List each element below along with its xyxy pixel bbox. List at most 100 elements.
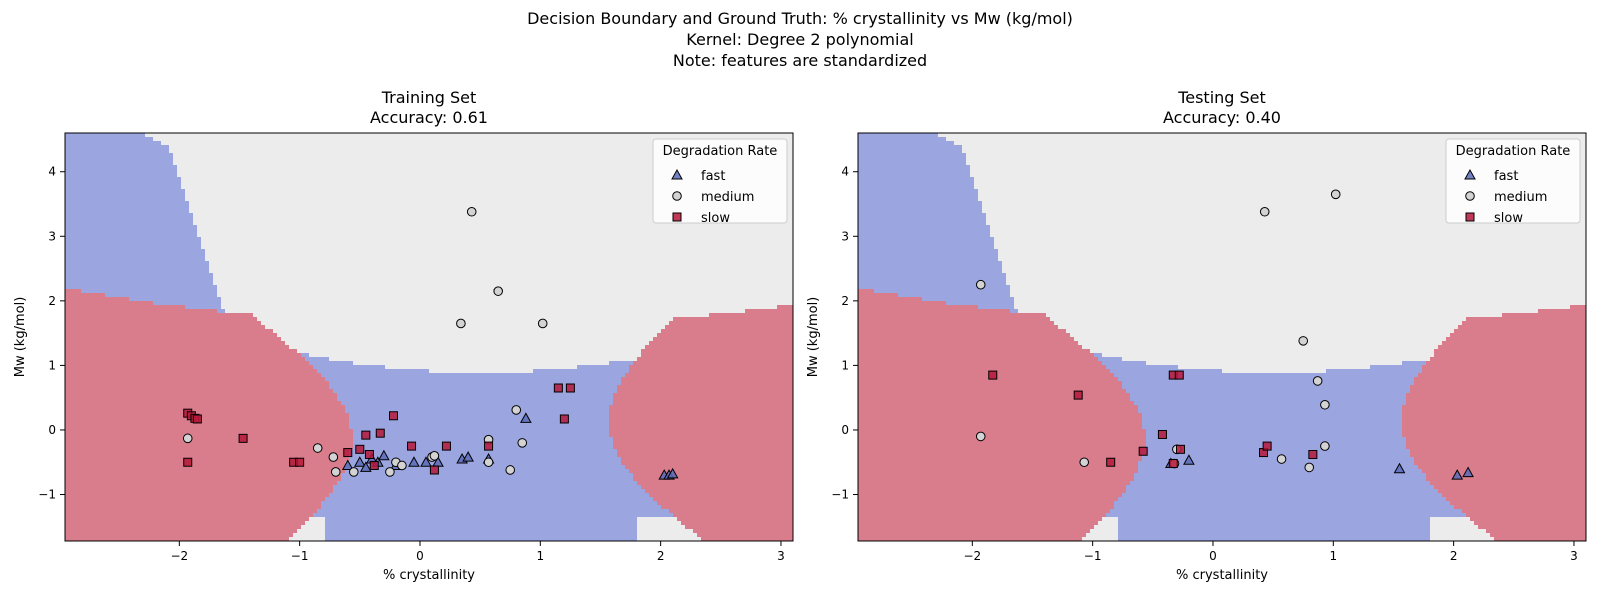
region-cell: [533, 369, 630, 374]
region-cell: [629, 469, 793, 474]
region-cell: [709, 313, 793, 318]
region-cell: [1422, 365, 1586, 370]
region-cell: [653, 337, 793, 342]
region-cell: [329, 381, 622, 386]
region-cell: [1138, 469, 1423, 474]
region-cell: [1450, 501, 1586, 506]
region-cell: [349, 449, 618, 454]
region-cell: [1438, 345, 1586, 350]
region-cell: [858, 437, 1147, 442]
region-cell: [337, 481, 638, 486]
region-cell: [693, 529, 793, 534]
region-cell: [858, 405, 1139, 410]
y-tick-label: 3: [48, 229, 56, 243]
region-cell: [858, 181, 975, 186]
legend-title: Degradation Rate: [1456, 144, 1571, 159]
region-cell: [617, 389, 793, 394]
region-cell: [669, 321, 793, 326]
region-cell: [978, 189, 1586, 194]
region-cell: [697, 533, 793, 538]
region-cell: [429, 369, 534, 374]
region-cell: [309, 353, 642, 358]
region-cell: [978, 193, 1586, 198]
region-cell: [922, 297, 1015, 302]
region-cell: [617, 385, 793, 390]
region-cell: [1050, 317, 1467, 322]
region-cell: [858, 177, 975, 182]
region-cell: [341, 477, 634, 482]
region-cell: [1446, 497, 1586, 502]
point-medium: [1298, 336, 1309, 346]
region-cell: [1474, 521, 1586, 526]
region-cell: [205, 253, 793, 258]
region-cell: [858, 465, 1139, 470]
region-cell: [65, 533, 294, 538]
region-cell: [333, 485, 642, 490]
region-cell: [613, 397, 793, 402]
region-cell: [1118, 537, 1431, 541]
region-cell: [65, 193, 186, 198]
region-cell: [1430, 481, 1586, 486]
region-cell: [1134, 473, 1427, 478]
region-cell: [637, 533, 698, 538]
region-cell: [986, 217, 1586, 222]
region-cell: [649, 341, 793, 346]
point-slow: [441, 441, 451, 451]
region-cell: [858, 385, 1123, 390]
region-cell: [974, 177, 1586, 182]
point-fast: [1451, 469, 1464, 480]
region-cell: [1094, 525, 1119, 530]
region-cell: [858, 517, 1103, 522]
region-cell: [609, 425, 793, 430]
point-slow: [375, 428, 385, 438]
region-cell: [858, 325, 1059, 330]
region-cell: [345, 465, 626, 470]
region-cell: [858, 477, 1135, 482]
region-cell: [189, 205, 793, 210]
region-cell: [1010, 289, 1586, 294]
region-cell: [1086, 533, 1119, 538]
region-cell: [1110, 369, 1223, 374]
region-cell: [858, 145, 963, 150]
region-cell: [858, 365, 1107, 370]
region-cell: [609, 429, 793, 434]
region-cell: [65, 277, 214, 282]
region-cell: [1142, 413, 1403, 418]
region-cell: [1142, 425, 1403, 430]
region-cell: [986, 221, 1586, 226]
region-cell: [65, 177, 182, 182]
point-medium: [511, 405, 522, 415]
region-cell: [858, 249, 999, 254]
region-cell: [858, 161, 967, 166]
region-cell: [1414, 457, 1586, 462]
region-cell: [197, 233, 793, 238]
region-cell: [1066, 329, 1455, 334]
region-cell: [858, 413, 1143, 418]
region-cell: [349, 417, 610, 422]
figure-title-line1: Decision Boundary and Ground Truth: % cr…: [527, 9, 1073, 28]
y-tick-label: 0: [841, 423, 849, 437]
region-cell: [858, 469, 1139, 474]
region-cell: [65, 465, 346, 470]
region-cell: [994, 241, 1586, 246]
y-tick-label: 0: [48, 423, 56, 437]
region-cell: [65, 213, 194, 218]
region-cell: [745, 309, 793, 314]
legend: Degradation Rate fast medium slow: [652, 138, 788, 226]
region-cell: [1074, 337, 1447, 342]
x-tick-label: 2: [657, 549, 665, 563]
region-cell: [1442, 341, 1586, 346]
region-cell: [65, 157, 174, 162]
region-cell: [1430, 529, 1487, 534]
region-cell: [185, 197, 793, 202]
y-tick-label: 2: [48, 294, 56, 308]
x-axis-label: % crystallinity: [1176, 568, 1268, 583]
region-cell: [1130, 393, 1407, 398]
region-cell: [621, 461, 793, 466]
point-medium: [975, 431, 986, 442]
region-cell: [65, 137, 154, 142]
region-cell: [677, 517, 793, 522]
region-cell: [1014, 297, 1586, 302]
point-slow: [1073, 390, 1083, 400]
